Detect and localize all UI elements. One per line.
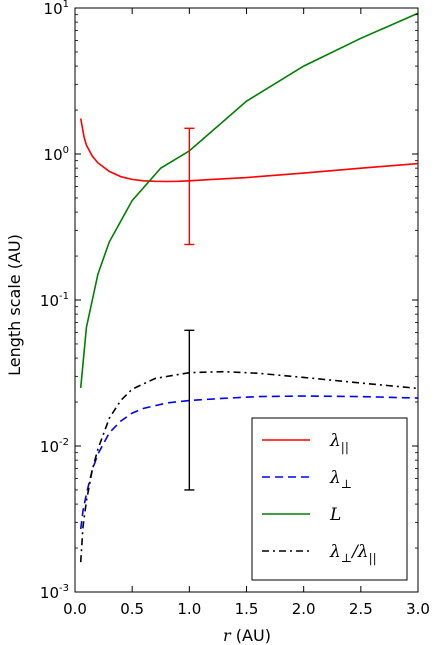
- x-axis-label-unit: (AU): [236, 626, 271, 645]
- error-bar-1: [184, 329, 195, 491]
- legend-item-3: λ⊥/λ||: [262, 542, 377, 565]
- legend-box: [251, 417, 408, 581]
- y-tick-label: 101: [44, 0, 69, 18]
- y-tick-base: 10: [44, 146, 63, 164]
- y-tick-label: 10-3: [40, 583, 69, 602]
- legend-item-1: λ⊥: [262, 468, 352, 491]
- x-tick-label: 0.5: [120, 600, 144, 618]
- series-line-2: [79, 12, 418, 388]
- x-tick-label: 3.0: [406, 600, 430, 618]
- legend-item-2: L: [262, 505, 341, 525]
- legend-label-main: L: [329, 505, 341, 525]
- series-group: [79, 12, 418, 563]
- x-tick-label: 0.0: [63, 600, 87, 618]
- y-tick-base: 10: [40, 292, 59, 310]
- y-tick-label: 100: [44, 145, 69, 164]
- legend-label-main: λ: [329, 431, 341, 451]
- y-tick-label: 10-2: [40, 437, 69, 456]
- x-axis-label: r (AU): [223, 626, 271, 645]
- x-axis-label-var: r: [223, 626, 232, 645]
- y-tick-exponent: 1: [63, 0, 69, 10]
- series-line-0: [79, 118, 418, 183]
- y-tick-base: 10: [44, 0, 63, 18]
- legend-label: λ⊥/λ||: [329, 542, 377, 565]
- x-tick-label: 1.0: [177, 600, 201, 618]
- legend-label-subscript: ⊥: [341, 551, 352, 565]
- legend-label: λ||: [329, 431, 349, 454]
- legend-label-main: λ: [329, 468, 341, 488]
- legend-label-subscript: ⊥: [341, 477, 352, 491]
- x-tick-label: 2.5: [349, 600, 373, 618]
- legend-label: λ⊥: [329, 468, 352, 491]
- legend-label-subscript: ||: [369, 551, 377, 565]
- legend-label: L: [329, 505, 341, 525]
- series-line-1: [79, 395, 418, 530]
- y-tick-label: 10-1: [40, 291, 69, 310]
- series-line-3: [79, 370, 418, 563]
- y-tick-exponent: -1: [59, 291, 69, 302]
- legend-label-main: /λ: [350, 542, 369, 562]
- y-tick-base: 10: [40, 584, 59, 602]
- y-tick-base: 10: [40, 438, 59, 456]
- y-tick-exponent: 0: [63, 145, 69, 156]
- legend-label-main: λ: [329, 542, 341, 562]
- legend: λ||λ⊥Lλ⊥/λ||: [251, 417, 408, 581]
- x-tick-label: 1.5: [235, 600, 259, 618]
- legend-label-subscript: ||: [341, 440, 349, 454]
- y-tick-exponent: -3: [59, 583, 69, 594]
- error-bar-0: [184, 127, 195, 246]
- legend-item-0: λ||: [262, 431, 349, 454]
- x-tick-label: 2.0: [292, 600, 316, 618]
- y-tick-exponent: -2: [59, 437, 69, 448]
- y-axis-label: Length scale (AU): [5, 234, 24, 376]
